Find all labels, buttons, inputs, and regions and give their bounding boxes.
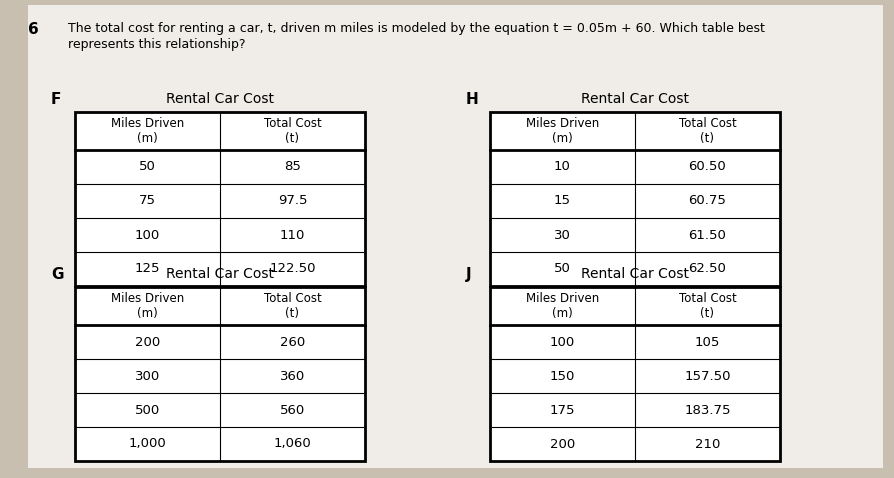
Text: Miles Driven
(m): Miles Driven (m) xyxy=(111,292,184,320)
Text: 85: 85 xyxy=(283,161,300,174)
Text: Rental Car Cost: Rental Car Cost xyxy=(580,92,688,106)
Text: 1,060: 1,060 xyxy=(274,437,311,450)
Bar xyxy=(489,287,780,461)
Text: Rental Car Cost: Rental Car Cost xyxy=(580,267,688,281)
Text: 6: 6 xyxy=(28,22,38,37)
Bar xyxy=(489,287,780,461)
Text: 50: 50 xyxy=(139,161,156,174)
FancyBboxPatch shape xyxy=(28,5,882,468)
Bar xyxy=(489,112,780,286)
Text: 125: 125 xyxy=(135,262,160,275)
Text: Total Cost
(t): Total Cost (t) xyxy=(678,117,736,145)
Text: Miles Driven
(m): Miles Driven (m) xyxy=(526,292,598,320)
Text: 122.50: 122.50 xyxy=(269,262,316,275)
Bar xyxy=(75,112,365,286)
Text: H: H xyxy=(466,92,478,107)
Text: 62.50: 62.50 xyxy=(687,262,726,275)
Text: 10: 10 xyxy=(553,161,570,174)
Bar xyxy=(489,112,780,286)
Text: 150: 150 xyxy=(549,369,575,382)
Text: 61.50: 61.50 xyxy=(687,228,726,241)
Text: Miles Driven
(m): Miles Driven (m) xyxy=(526,117,598,145)
Bar xyxy=(75,287,365,461)
Text: Total Cost
(t): Total Cost (t) xyxy=(264,292,321,320)
Text: Total Cost
(t): Total Cost (t) xyxy=(678,292,736,320)
Bar xyxy=(75,112,365,286)
Text: 157.50: 157.50 xyxy=(684,369,730,382)
Text: 175: 175 xyxy=(549,403,575,416)
Text: Rental Car Cost: Rental Car Cost xyxy=(165,267,274,281)
Text: 60.75: 60.75 xyxy=(687,195,726,207)
Text: J: J xyxy=(466,267,471,282)
Text: 15: 15 xyxy=(553,195,570,207)
Text: 260: 260 xyxy=(280,336,305,348)
Text: The total cost for renting a car, t, driven m miles is modeled by the equation t: The total cost for renting a car, t, dri… xyxy=(68,22,764,35)
Text: 200: 200 xyxy=(135,336,160,348)
Text: 210: 210 xyxy=(694,437,720,450)
Text: 1,000: 1,000 xyxy=(129,437,166,450)
Text: 100: 100 xyxy=(135,228,160,241)
Text: 50: 50 xyxy=(553,262,570,275)
Text: Total Cost
(t): Total Cost (t) xyxy=(264,117,321,145)
Text: G: G xyxy=(51,267,63,282)
Text: 183.75: 183.75 xyxy=(684,403,730,416)
Text: F: F xyxy=(51,92,62,107)
Text: Miles Driven
(m): Miles Driven (m) xyxy=(111,117,184,145)
Text: 105: 105 xyxy=(694,336,720,348)
Text: represents this relationship?: represents this relationship? xyxy=(68,38,245,51)
Text: 110: 110 xyxy=(280,228,305,241)
Text: 360: 360 xyxy=(280,369,305,382)
Text: 500: 500 xyxy=(135,403,160,416)
Text: 30: 30 xyxy=(553,228,570,241)
Text: 60.50: 60.50 xyxy=(687,161,726,174)
Text: 97.5: 97.5 xyxy=(277,195,307,207)
Text: 200: 200 xyxy=(549,437,575,450)
Text: 560: 560 xyxy=(280,403,305,416)
Text: 100: 100 xyxy=(549,336,575,348)
Bar xyxy=(75,287,365,461)
Text: 300: 300 xyxy=(135,369,160,382)
Text: Rental Car Cost: Rental Car Cost xyxy=(165,92,274,106)
Text: 75: 75 xyxy=(139,195,156,207)
